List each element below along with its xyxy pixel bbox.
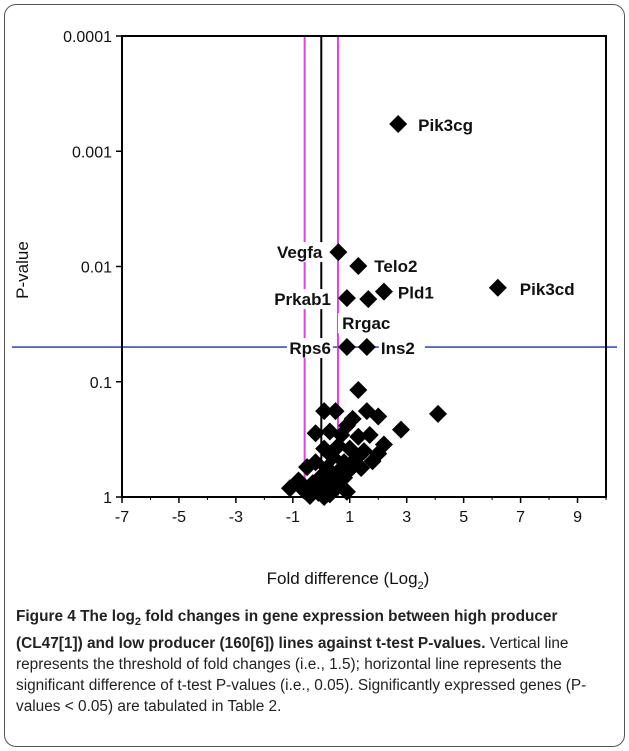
data-point	[392, 420, 411, 439]
data-point	[329, 243, 348, 262]
x-tick-label: 7	[516, 509, 525, 526]
x-tick-label: 3	[402, 509, 411, 526]
label-background	[265, 289, 333, 310]
y-tick-label: 0.01	[81, 260, 112, 277]
data-point	[349, 381, 368, 400]
gene-label-ins2: Ins2	[381, 339, 415, 358]
label-background	[338, 313, 395, 334]
data-point	[315, 402, 334, 421]
figure-caption: Figure 4 The log2 fold changes in gene e…	[16, 606, 616, 717]
figure-frame	[4, 4, 625, 747]
gene-label-pik3cg: Pik3cg	[418, 116, 473, 135]
x-tick-label: 1	[345, 509, 354, 526]
label-background	[267, 242, 325, 263]
data-point	[369, 407, 388, 426]
caption-label: Figure 4	[16, 608, 76, 625]
data-point	[337, 289, 356, 308]
gene-label-telo2: Telo2	[374, 257, 417, 276]
x-tick-label: -5	[172, 509, 186, 526]
gene-label-pld1: Pld1	[398, 284, 434, 303]
data-point	[337, 338, 356, 357]
data-point	[357, 338, 376, 357]
data-point	[359, 290, 378, 309]
data-point	[349, 427, 368, 446]
y-axis-label: P-value	[13, 241, 32, 299]
x-tick-label: -1	[286, 509, 300, 526]
caption-title: The log2 fold changes in gene expression…	[16, 608, 558, 653]
x-tick-label: 5	[459, 509, 468, 526]
y-tick-label: 0.1	[90, 375, 112, 392]
data-point	[300, 486, 319, 505]
label-background	[378, 338, 425, 359]
y-axis-ticks: 0.0001 0.001 0.01 0.1 1	[63, 29, 122, 507]
volcano-chart: -7 -5 -3 -1 1 3 5 7 9 0.0001 0.001 0.01 0.1 1 Pik3cg…	[12, 29, 617, 592]
x-axis-label: Fold difference (Log2)	[267, 569, 430, 592]
gene-labels: Pik3cg Vegfa Telo2 Pik3cd Pld1 Prkab1 Rrgac Rps…	[265, 116, 575, 359]
y-tick-label: 0.001	[72, 144, 112, 161]
x-tick-label: -3	[229, 509, 243, 526]
gene-label-pik3cd: Pik3cd	[520, 280, 575, 299]
x-axis-ticks: -7 -5 -3 -1 1 3 5 7 9	[115, 497, 607, 526]
data-point	[352, 458, 371, 477]
gene-label-prkab1: Prkab1	[274, 290, 331, 309]
data-point	[349, 256, 368, 275]
data-point	[298, 458, 317, 477]
caption-body: Vertical line represents the threshold o…	[16, 635, 587, 716]
data-point	[337, 482, 356, 501]
label-background	[395, 282, 442, 303]
data-point	[374, 282, 393, 301]
x-tick-label: 9	[573, 509, 582, 526]
data-points	[280, 114, 507, 506]
data-point	[488, 278, 507, 297]
data-point	[389, 114, 408, 133]
gene-label-rps6: Rps6	[289, 339, 331, 358]
gene-label-vegfa: Vegfa	[277, 243, 323, 262]
label-background	[372, 255, 429, 276]
data-point	[280, 479, 299, 498]
label-background	[286, 338, 333, 359]
y-tick-label: 0.0001	[63, 29, 112, 46]
data-point	[326, 402, 345, 421]
data-point	[363, 452, 382, 471]
data-point	[315, 488, 334, 506]
data-point	[306, 424, 325, 443]
data-point	[360, 426, 379, 445]
data-point	[429, 404, 448, 423]
gene-label-rrgac: Rrgac	[342, 314, 390, 333]
x-tick-label: -7	[115, 509, 129, 526]
y-tick-label: 1	[103, 490, 112, 507]
